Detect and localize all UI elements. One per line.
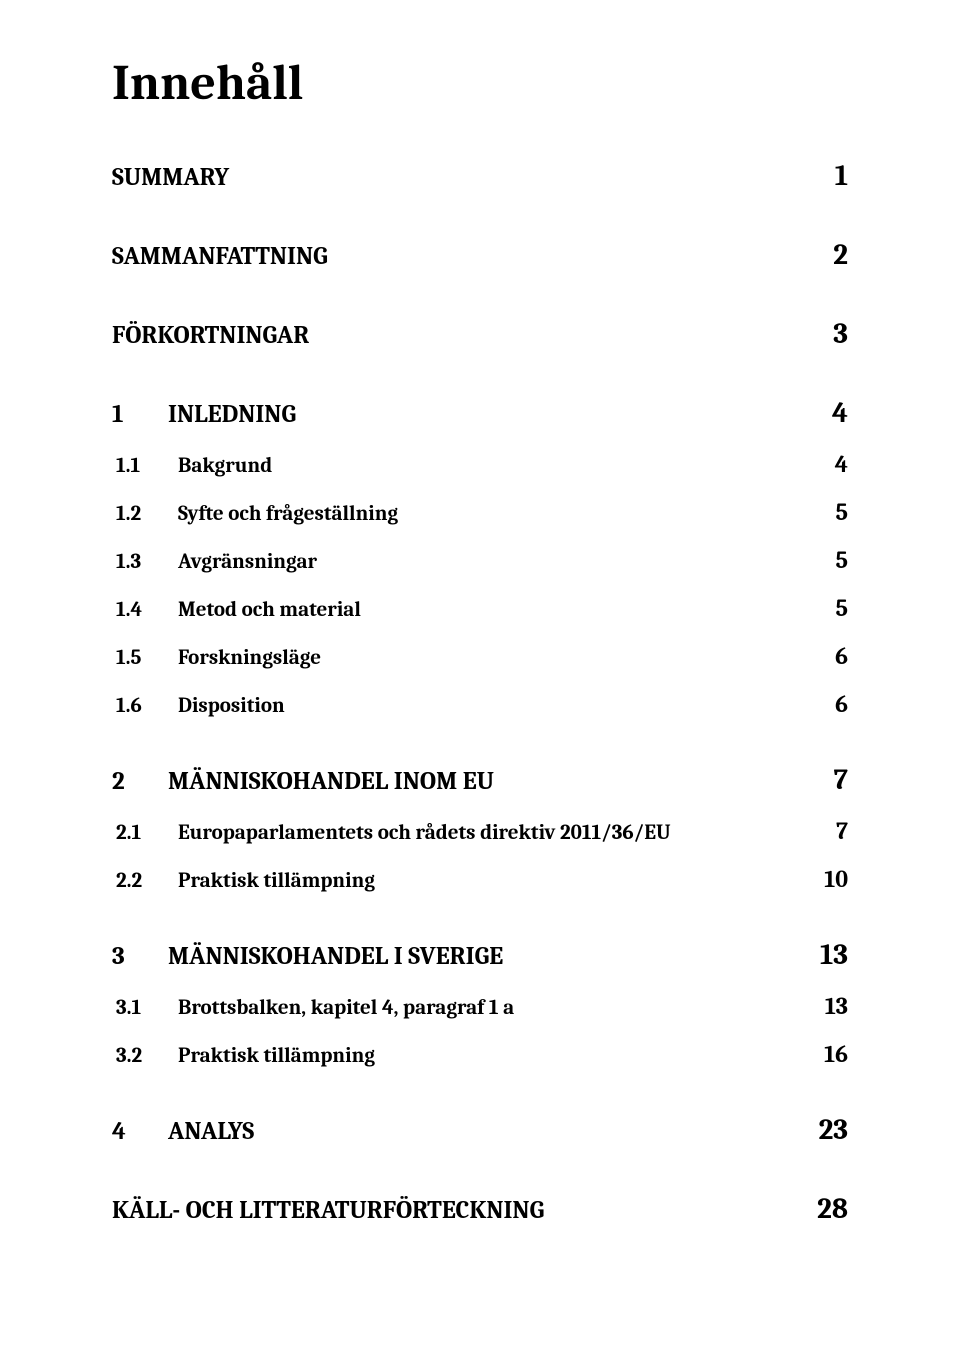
toc-entry-label: SAMMANFATTNING — [112, 242, 328, 271]
toc-entry-left: SUMMARY — [112, 163, 229, 192]
toc-entry-level1: FÖRKORTNINGAR 3 — [112, 318, 848, 351]
toc-entry-left: 2MÄNNISKOHANDEL INOM EU — [112, 767, 494, 796]
toc-entry-left: 2.1Europaparlamentets och rådets direkti… — [112, 821, 671, 845]
toc-entry-label: MÄNNISKOHANDEL INOM EU — [168, 767, 494, 796]
toc-entry-page: 16 — [824, 1040, 848, 1068]
toc-entry-left: 1INLEDNING — [112, 400, 296, 429]
toc-entry-left: 1.2Syfte och frågeställning — [112, 502, 398, 526]
toc-entry-page: 6 — [835, 642, 848, 670]
toc-entry-number: 2.2 — [112, 869, 178, 893]
page: Innehåll SUMMARY 1 SAMMANFATTNING 2 FÖRKORTN… — [0, 0, 960, 1348]
page-title: Innehåll — [112, 54, 848, 112]
toc-entry-page: 1 — [835, 160, 848, 193]
toc-entry-left: 4ANALYS — [112, 1117, 254, 1146]
table-of-contents: SUMMARY1SAMMANFATTNING2FÖRKORTNINGAR31IN… — [112, 160, 848, 1226]
toc-entry-level2: 2.2Praktisk tillämpning 10 — [112, 865, 848, 893]
toc-entry-level1: SUMMARY 1 — [112, 160, 848, 193]
toc-entry-level1: 2MÄNNISKOHANDEL INOM EU 7 — [112, 764, 848, 797]
toc-entry-page: 5 — [836, 546, 848, 574]
toc-entry-label: Metod och material — [178, 598, 361, 622]
toc-entry-number: 1.6 — [112, 694, 178, 718]
toc-entry-label: Praktisk tillämpning — [178, 869, 375, 893]
toc-entry-left: 1.1Bakgrund — [112, 454, 272, 478]
toc-entry-level2: 1.6Disposition 6 — [112, 690, 848, 718]
toc-entry-number: 3 — [112, 942, 168, 971]
toc-entry-left: 1.5Forskningsläge — [112, 646, 321, 670]
toc-entry-left: 1.4Metod och material — [112, 598, 361, 622]
toc-entry-level2: 1.2Syfte och frågeställning 5 — [112, 498, 848, 526]
toc-entry-left: 3.1Brottsbalken, kapitel 4, paragraf 1 a — [112, 996, 514, 1020]
toc-entry-label: Disposition — [178, 694, 285, 718]
toc-entry-page: 4 — [835, 450, 848, 478]
toc-entry-label: FÖRKORTNINGAR — [112, 321, 309, 350]
toc-entry-left: 2.2Praktisk tillämpning — [112, 869, 375, 893]
toc-entry-page: 10 — [824, 865, 848, 893]
toc-entry-label: Syfte och frågeställning — [178, 502, 398, 526]
toc-entry-page: 7 — [836, 817, 848, 845]
toc-entry-page: 7 — [834, 764, 848, 797]
toc-entry-level2: 1.5Forskningsläge 6 — [112, 642, 848, 670]
toc-entry-page: 3 — [833, 318, 848, 351]
toc-entry-label: ANALYS — [168, 1117, 254, 1146]
toc-entry-label: SUMMARY — [112, 163, 229, 192]
toc-entry-label: Praktisk tillämpning — [178, 1044, 375, 1068]
toc-entry-left: 1.6Disposition — [112, 694, 285, 718]
toc-entry-left: 3MÄNNISKOHANDEL I SVERIGE — [112, 942, 503, 971]
toc-entry-left: KÄLL- OCH LITTERATURFÖRTECKNING — [112, 1196, 544, 1225]
toc-entry-page: 5 — [836, 594, 848, 622]
toc-entry-label: MÄNNISKOHANDEL I SVERIGE — [168, 942, 503, 971]
toc-entry-number: 2 — [112, 767, 168, 796]
toc-entry-left: 1.3Avgränsningar — [112, 550, 317, 574]
toc-entry-level2: 2.1Europaparlamentets och rådets direkti… — [112, 817, 848, 845]
toc-entry-page: 13 — [820, 939, 848, 972]
toc-entry-label: Forskningsläge — [178, 646, 321, 670]
toc-entry-page: 28 — [817, 1193, 848, 1226]
toc-entry-level1: KÄLL- OCH LITTERATURFÖRTECKNING 28 — [112, 1193, 848, 1226]
toc-entry-left: FÖRKORTNINGAR — [112, 321, 309, 350]
toc-entry-level2: 1.3Avgränsningar 5 — [112, 546, 848, 574]
toc-entry-number: 1.1 — [112, 454, 178, 478]
toc-entry-label: KÄLL- OCH LITTERATURFÖRTECKNING — [112, 1196, 544, 1225]
toc-entry-number: 3.2 — [112, 1044, 178, 1068]
toc-entry-label: Avgränsningar — [178, 550, 317, 574]
toc-entry-label: INLEDNING — [168, 400, 296, 429]
toc-entry-level1: 3MÄNNISKOHANDEL I SVERIGE 13 — [112, 939, 848, 972]
toc-entry-number: 1.4 — [112, 598, 178, 622]
toc-entry-number: 1.3 — [112, 550, 178, 574]
toc-entry-number: 1.5 — [112, 646, 178, 670]
toc-entry-level1: 4ANALYS 23 — [112, 1114, 848, 1147]
toc-entry-left: 3.2Praktisk tillämpning — [112, 1044, 375, 1068]
toc-entry-page: 4 — [832, 397, 848, 430]
toc-entry-number: 1.2 — [112, 502, 178, 526]
toc-entry-number: 2.1 — [112, 821, 178, 845]
toc-entry-label: Bakgrund — [178, 454, 272, 478]
toc-entry-page: 23 — [819, 1114, 848, 1147]
toc-entry-number: 3.1 — [112, 996, 178, 1020]
toc-entry-label: Brottsbalken, kapitel 4, paragraf 1 a — [178, 996, 514, 1020]
toc-entry-number: 1 — [112, 400, 168, 429]
toc-entry-level2: 1.1Bakgrund 4 — [112, 450, 848, 478]
toc-entry-level2: 1.4Metod och material 5 — [112, 594, 848, 622]
toc-entry-level1: SAMMANFATTNING 2 — [112, 239, 848, 272]
toc-entry-page: 6 — [835, 690, 848, 718]
toc-entry-number: 4 — [112, 1117, 168, 1146]
toc-entry-level2: 3.1Brottsbalken, kapitel 4, paragraf 1 a… — [112, 992, 848, 1020]
toc-entry-page: 5 — [836, 498, 848, 526]
toc-entry-label: Europaparlamentets och rådets direktiv 2… — [178, 821, 671, 845]
toc-entry-level2: 3.2Praktisk tillämpning 16 — [112, 1040, 848, 1068]
toc-entry-page: 13 — [825, 992, 848, 1020]
toc-entry-level1: 1INLEDNING 4 — [112, 397, 848, 430]
toc-entry-left: SAMMANFATTNING — [112, 242, 328, 271]
toc-entry-page: 2 — [833, 239, 848, 272]
